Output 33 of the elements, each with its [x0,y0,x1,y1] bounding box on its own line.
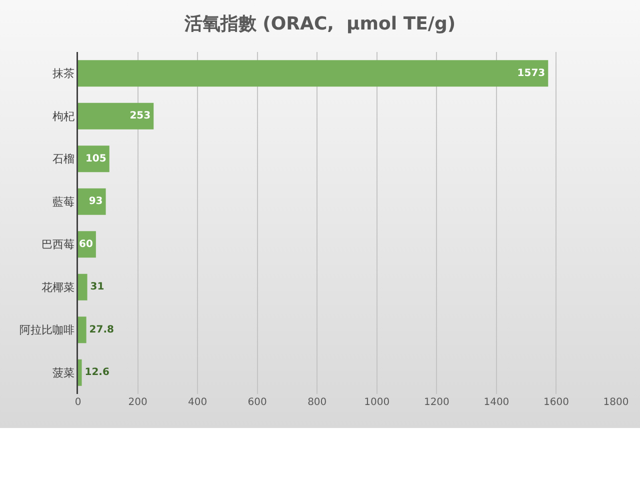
x-tick-label: 1000 [364,397,390,408]
x-tick-label: 800 [308,397,327,408]
y-tick-label: 石榴 [52,152,74,166]
data-label: 93 [88,196,103,208]
bar [78,359,82,386]
bar [78,316,86,344]
y-tick-label: 阿拉比咖啡 [19,324,74,337]
x-tick-label: 1200 [424,397,450,408]
data-label: 31 [90,282,104,293]
y-tick-label: 花椰菜 [41,280,74,294]
bar [78,274,88,300]
y-tick-label: 巴西莓 [41,238,74,252]
data-label: 105 [85,153,106,164]
y-tick-label: 枸杞 [52,110,74,123]
data-label: 60 [78,238,93,250]
data-label: 253 [130,110,151,122]
x-tick-label: 600 [248,397,267,408]
y-tick-label: 抹茶 [52,67,74,80]
x-tick-label: 1400 [484,397,510,408]
y-tick-label: 藍莓 [52,195,74,208]
data-label: 12.6 [84,367,110,378]
bar [78,60,548,87]
bar [78,188,106,215]
data-label: 1573 [517,68,546,79]
y-tick-label: 菠菜 [52,366,74,380]
x-tick-label: 0 [74,397,82,408]
x-tick-label: 1800 [603,397,629,408]
x-tick-label: 200 [128,397,148,408]
x-tick-label: 400 [188,397,208,408]
data-label: 27.8 [89,324,114,336]
bar [78,102,154,130]
x-tick-label: 1600 [543,397,569,408]
chart-title: 活氧指數 (ORAC, µmol TE/g) [183,14,456,35]
